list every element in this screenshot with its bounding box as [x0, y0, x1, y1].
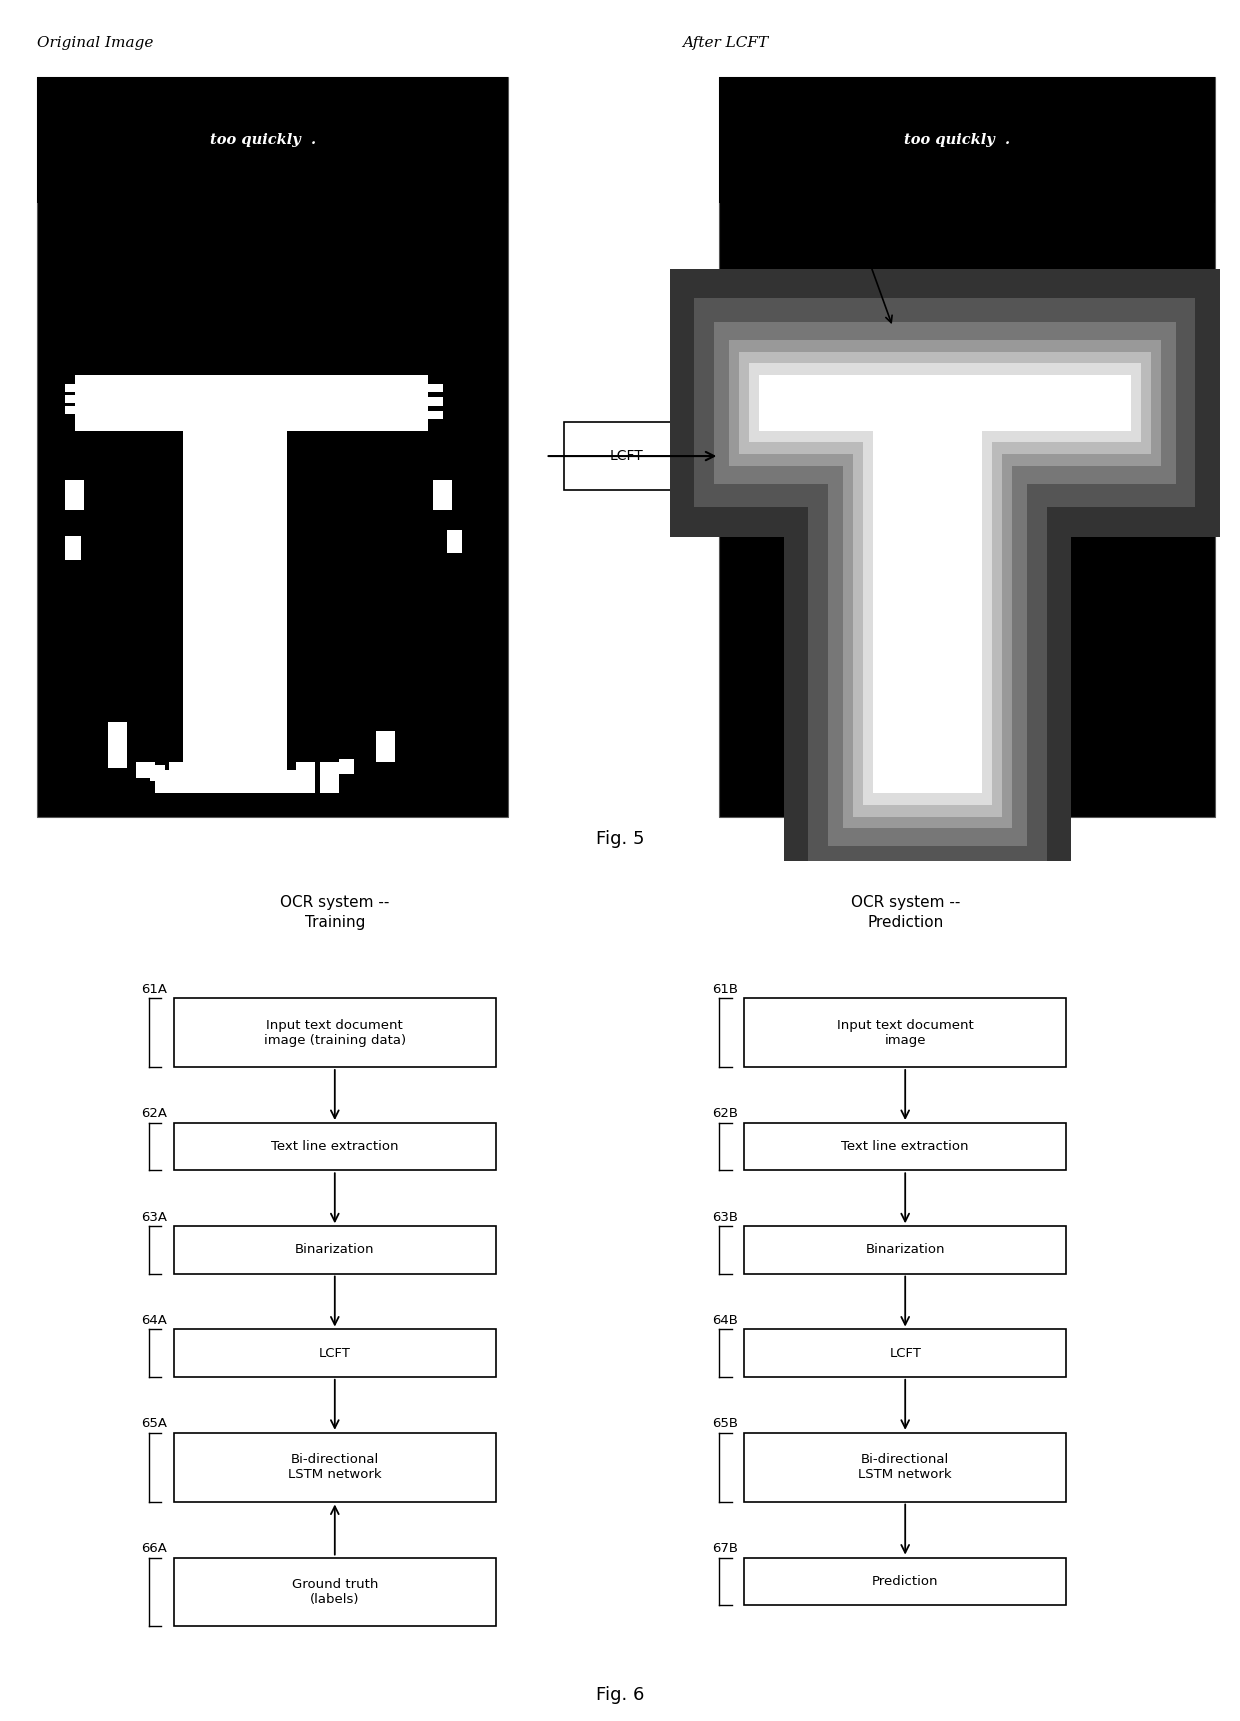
Bar — [759, 375, 1131, 430]
Bar — [828, 322, 1027, 847]
Bar — [150, 766, 165, 781]
Text: 66A: 66A — [141, 1542, 167, 1556]
Bar — [719, 77, 1215, 817]
Bar — [808, 298, 1047, 869]
Text: Text line extraction: Text line extraction — [272, 1139, 398, 1153]
FancyBboxPatch shape — [564, 422, 688, 490]
Bar — [433, 480, 451, 511]
Text: Bi-directional
LSTM network: Bi-directional LSTM network — [858, 1453, 952, 1482]
Text: Fig. 5: Fig. 5 — [595, 830, 645, 848]
Bar — [744, 1329, 1066, 1377]
Bar — [66, 384, 84, 392]
Bar — [66, 537, 81, 559]
Text: too quickly  .: too quickly . — [904, 133, 1011, 148]
Text: Input text document
image (training data): Input text document image (training data… — [264, 1019, 405, 1046]
Bar — [136, 762, 155, 778]
Bar — [174, 1432, 496, 1501]
Text: LCFT: LCFT — [319, 1346, 351, 1360]
Bar — [155, 769, 184, 793]
Bar — [320, 762, 339, 793]
Bar — [853, 351, 1002, 816]
Bar — [749, 363, 1141, 442]
Bar — [670, 268, 1220, 537]
Bar — [744, 998, 1066, 1067]
Bar — [37, 77, 508, 817]
Text: Prediction: Prediction — [872, 1575, 939, 1588]
Bar — [296, 762, 315, 778]
Bar — [744, 1558, 1066, 1604]
Text: 65B: 65B — [712, 1416, 738, 1430]
Bar — [873, 375, 982, 793]
Bar — [174, 1329, 496, 1377]
Bar — [74, 375, 428, 430]
Bar — [184, 375, 286, 793]
Bar — [448, 530, 463, 554]
Bar — [37, 77, 508, 203]
Bar — [377, 731, 396, 762]
Text: 62B: 62B — [712, 1107, 738, 1120]
Bar — [739, 351, 1151, 454]
Bar — [729, 339, 1161, 466]
Bar — [66, 480, 84, 511]
Bar — [784, 268, 1071, 900]
Text: 65A: 65A — [141, 1416, 167, 1430]
Bar — [169, 762, 188, 793]
Text: After LCFT: After LCFT — [682, 36, 768, 50]
Text: OCR system --
Training: OCR system -- Training — [280, 895, 389, 929]
Bar — [744, 1225, 1066, 1274]
Text: 63B: 63B — [712, 1210, 738, 1224]
Bar — [174, 1225, 496, 1274]
Text: Ground truth
(labels): Ground truth (labels) — [291, 1578, 378, 1606]
Text: Bi-directional
LSTM network: Bi-directional LSTM network — [288, 1453, 382, 1482]
Text: Original Image: Original Image — [37, 36, 154, 50]
Text: 61B: 61B — [712, 983, 738, 995]
Bar — [843, 339, 1012, 828]
Bar — [744, 1432, 1066, 1501]
Bar — [744, 1124, 1066, 1170]
Bar — [863, 363, 992, 805]
Bar — [694, 298, 1195, 508]
Bar — [339, 759, 353, 774]
Bar — [428, 411, 444, 420]
Text: 63A: 63A — [141, 1210, 167, 1224]
Text: Input text document
image: Input text document image — [837, 1019, 973, 1046]
Bar — [428, 398, 444, 406]
Text: Text line extraction: Text line extraction — [842, 1139, 968, 1153]
Bar — [174, 1558, 496, 1626]
Bar — [174, 998, 496, 1067]
Bar — [66, 394, 84, 403]
Text: Fig. 6: Fig. 6 — [595, 1687, 645, 1704]
Bar — [174, 1124, 496, 1170]
Text: LCFT: LCFT — [609, 449, 644, 463]
Bar — [286, 769, 315, 793]
Bar — [66, 406, 84, 415]
Text: LCFT: LCFT — [889, 1346, 921, 1360]
Text: 64B: 64B — [712, 1313, 738, 1327]
Text: 67B: 67B — [712, 1542, 738, 1556]
Text: 61A: 61A — [141, 983, 167, 995]
Text: Binarization: Binarization — [295, 1243, 374, 1256]
Bar — [428, 384, 444, 392]
Bar — [108, 723, 126, 768]
Text: 64A: 64A — [141, 1313, 167, 1327]
Text: too quickly  .: too quickly . — [211, 133, 316, 148]
Text: 62A: 62A — [141, 1107, 167, 1120]
Bar — [714, 322, 1176, 484]
Bar — [719, 77, 1215, 203]
Text: OCR system --
Prediction: OCR system -- Prediction — [851, 895, 960, 929]
Text: Binarization: Binarization — [866, 1243, 945, 1256]
